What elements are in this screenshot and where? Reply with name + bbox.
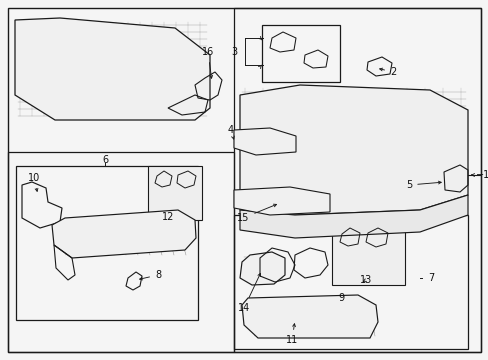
Bar: [148, 166, 202, 220]
Polygon shape: [52, 210, 196, 258]
Text: 7: 7: [427, 273, 433, 283]
Polygon shape: [240, 85, 467, 215]
Bar: [262, 25, 339, 82]
Text: 15: 15: [237, 204, 276, 223]
Text: 4: 4: [227, 125, 234, 139]
Text: 6: 6: [102, 155, 108, 165]
Bar: [234, 215, 467, 349]
Bar: [8, 152, 234, 352]
Text: 2: 2: [379, 67, 395, 77]
Text: 8: 8: [140, 270, 161, 280]
Text: 16: 16: [202, 47, 214, 78]
Bar: [16, 166, 198, 320]
Bar: [331, 225, 404, 285]
Polygon shape: [240, 252, 285, 285]
Text: 10: 10: [28, 173, 40, 191]
Text: 5: 5: [405, 180, 440, 190]
Polygon shape: [234, 187, 329, 215]
Text: 3: 3: [230, 47, 237, 57]
Text: 12: 12: [162, 212, 174, 222]
Bar: [234, 8, 480, 352]
Text: 9: 9: [337, 293, 344, 303]
Polygon shape: [15, 18, 209, 120]
Text: 14: 14: [238, 274, 260, 313]
Text: 13: 13: [359, 275, 371, 285]
Polygon shape: [234, 128, 295, 155]
Text: −1: −1: [475, 170, 488, 180]
Text: 11: 11: [285, 324, 298, 345]
Polygon shape: [242, 295, 377, 338]
Polygon shape: [240, 195, 467, 238]
